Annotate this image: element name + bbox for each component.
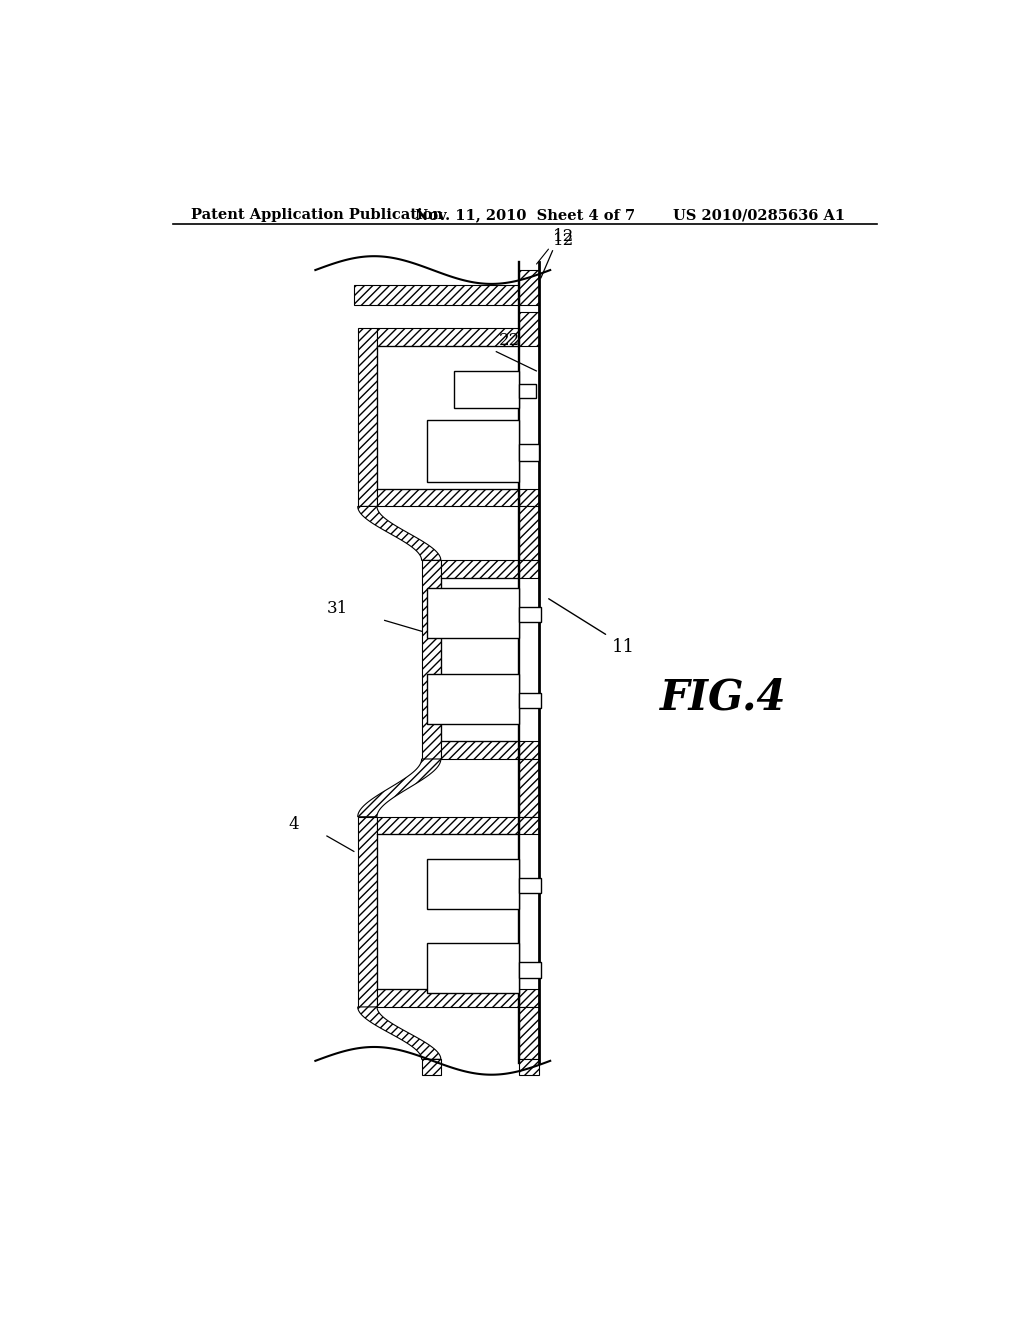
Bar [354, 285, 519, 305]
Text: US 2010/0285636 A1: US 2010/0285636 A1 [674, 209, 846, 223]
Bar [377, 488, 519, 507]
Bar [427, 420, 519, 482]
Bar [519, 271, 539, 305]
Bar [422, 560, 441, 759]
Text: 11: 11 [611, 638, 635, 656]
Text: Patent Application Publication: Patent Application Publication [190, 209, 442, 223]
Bar [377, 817, 519, 834]
Bar [519, 507, 539, 561]
Bar [441, 561, 519, 578]
Text: 31: 31 [327, 601, 348, 618]
Bar [519, 817, 539, 834]
Bar [519, 607, 541, 622]
Bar [422, 1059, 441, 1074]
Polygon shape [357, 1007, 441, 1059]
Bar [519, 1007, 539, 1059]
Bar [519, 759, 539, 817]
Bar [519, 742, 539, 759]
Bar [427, 944, 519, 994]
Bar [427, 675, 519, 723]
Bar [454, 371, 519, 408]
Bar [519, 561, 539, 578]
Bar [519, 693, 541, 708]
Text: 4: 4 [289, 816, 299, 833]
Polygon shape [357, 507, 441, 561]
Text: 21: 21 [499, 465, 520, 482]
Text: FIG.4: FIG.4 [660, 676, 786, 718]
Bar [519, 962, 541, 978]
Text: Nov. 11, 2010  Sheet 4 of 7: Nov. 11, 2010 Sheet 4 of 7 [416, 209, 636, 223]
Bar [519, 445, 539, 461]
Text: 12: 12 [553, 232, 573, 249]
Bar [519, 488, 539, 507]
Polygon shape [357, 759, 441, 817]
Bar [377, 989, 519, 1007]
Bar [441, 742, 519, 759]
Bar [519, 878, 541, 892]
Bar [357, 817, 377, 1007]
Bar [519, 1059, 539, 1074]
Bar [519, 384, 537, 397]
Bar [357, 327, 377, 507]
Text: 22: 22 [499, 333, 520, 350]
Bar [519, 989, 539, 1007]
Bar [427, 587, 519, 638]
Text: 12: 12 [553, 228, 573, 246]
Bar [377, 327, 519, 346]
Bar [519, 313, 539, 346]
Bar [427, 859, 519, 908]
